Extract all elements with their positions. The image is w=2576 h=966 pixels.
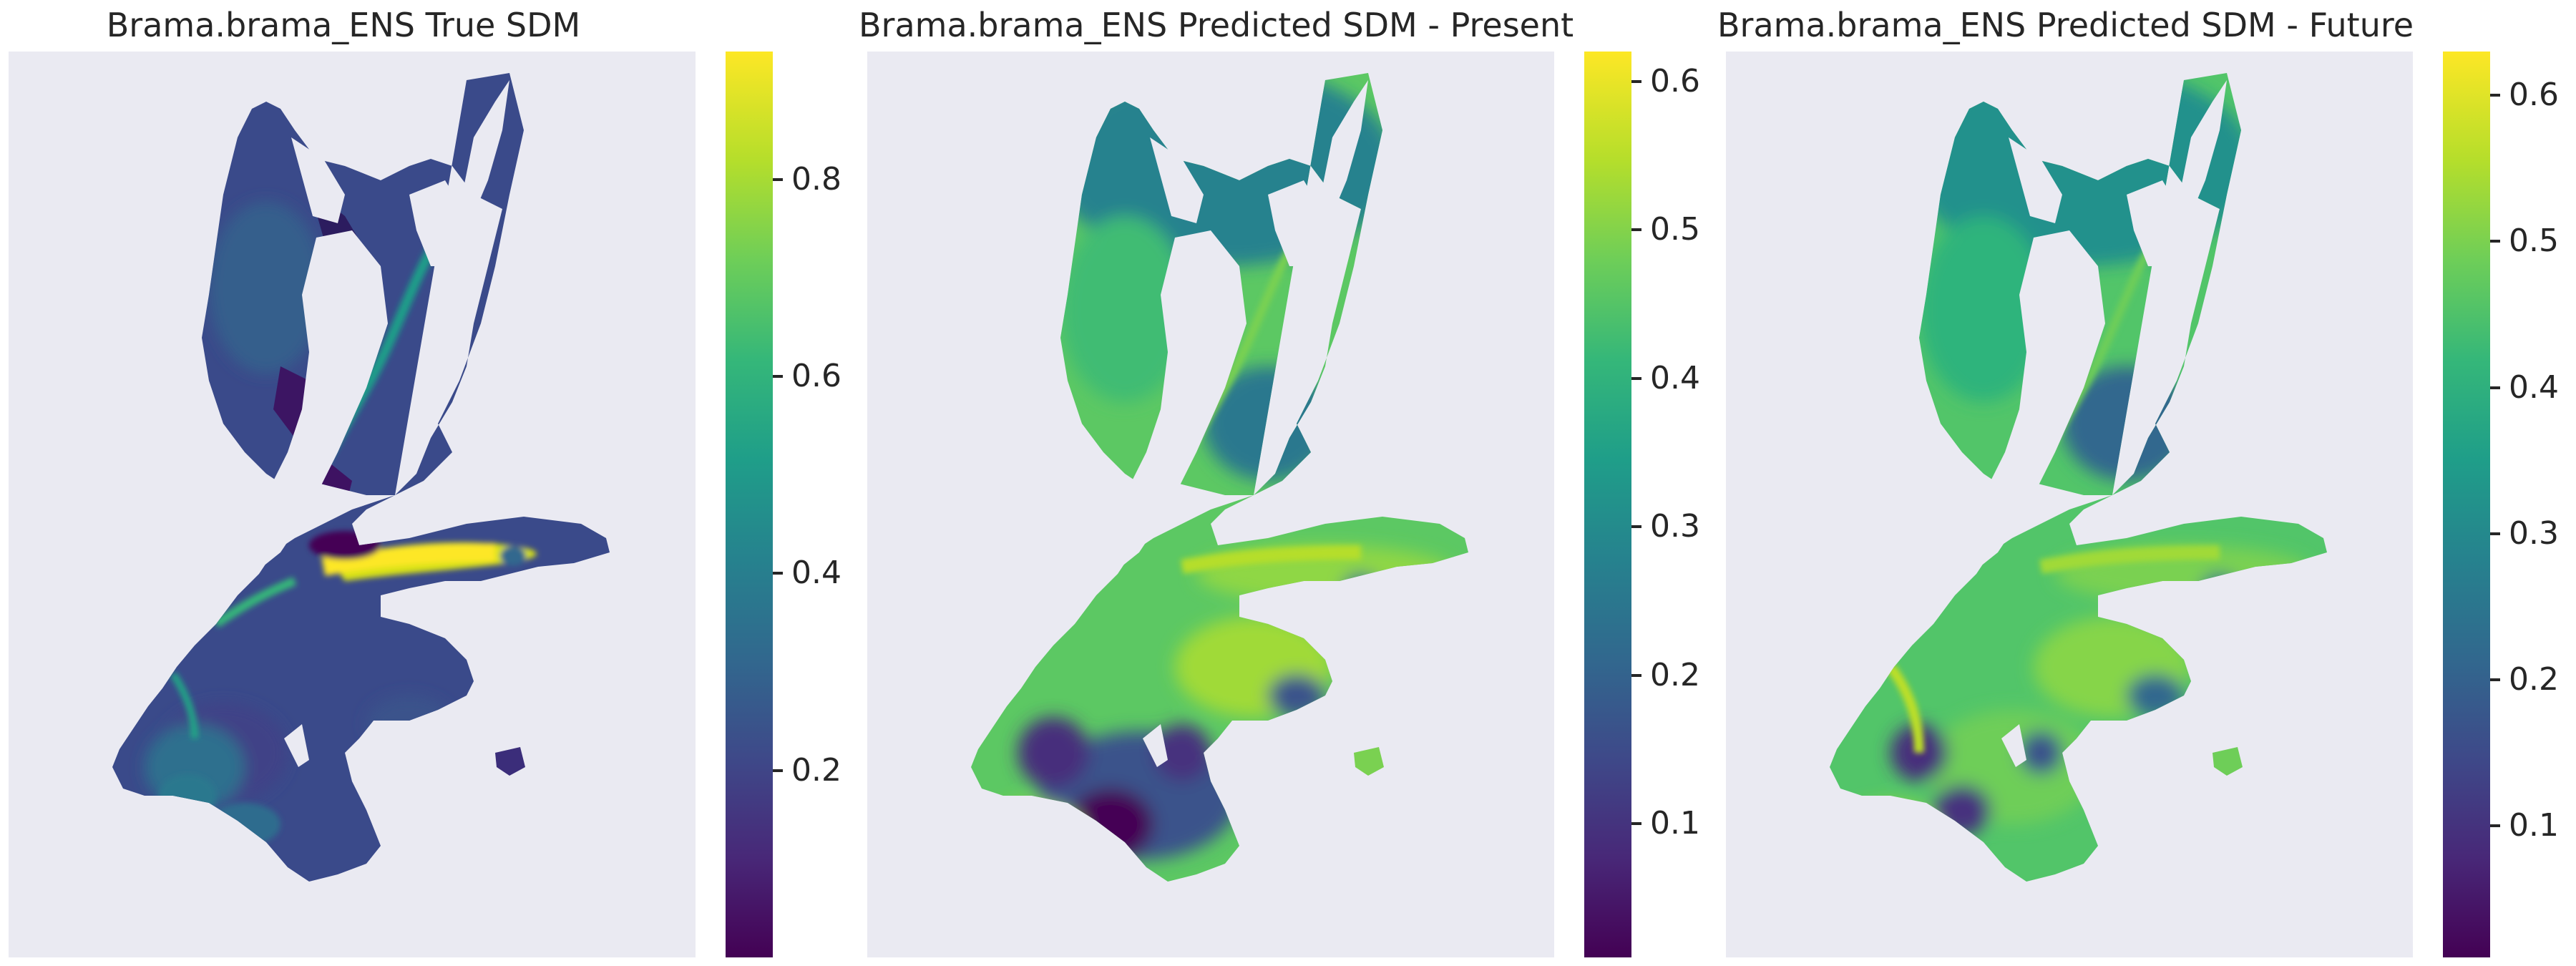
colorbar-tick-mark — [2490, 94, 2500, 97]
colorbar-tick-label: 0.6 — [791, 357, 841, 396]
colorbar-tick-label: 0.4 — [791, 554, 841, 592]
heatmap-plot-area — [9, 52, 696, 957]
colorbar: 0.1 0.2 0.3 0.4 0.5 0.6 — [1584, 52, 1631, 957]
colorbar-tick-label: 0.6 — [2509, 76, 2559, 114]
colorbar-tick-mark — [1631, 80, 1641, 83]
colorbar: 0.2 0.4 0.6 0.8 — [726, 52, 773, 957]
colorbar-tick-label: 0.6 — [1650, 62, 1700, 101]
colorbar-tick-label: 0.2 — [2509, 660, 2559, 699]
colorbar-tick-mark — [1631, 525, 1641, 528]
colorbar-tick-mark — [2490, 386, 2500, 389]
chart-title: Brama.brama_ENS Predicted SDM - Future — [1717, 4, 2404, 46]
colorbar-tick-mark — [773, 178, 783, 181]
heatmap-plot-area — [1726, 52, 2413, 957]
colorbar-tick-label: 0.2 — [791, 751, 841, 790]
colorbar-tick-label: 0.5 — [2509, 222, 2559, 260]
distribution-map — [867, 52, 1554, 957]
chart-title: Brama.brama_ENS True SDM — [0, 4, 687, 46]
colorbar-tick-mark — [1631, 228, 1641, 231]
colorbar-tick-label: 0.1 — [2509, 806, 2559, 845]
panel-true-sdm: Brama.brama_ENS True SDM — [0, 0, 859, 966]
colorbar-tick-mark — [1631, 822, 1641, 825]
colorbar-tick-label: 0.3 — [2509, 514, 2559, 553]
colorbar-tick-label: 0.3 — [1650, 507, 1700, 546]
colorbar-tick-mark — [773, 769, 783, 772]
colorbar-tick-mark — [2490, 678, 2500, 681]
colorbar-tick-label: 0.4 — [1650, 359, 1700, 398]
colorbar-tick-label: 0.2 — [1650, 656, 1700, 695]
colorbar: 0.1 0.2 0.3 0.4 0.5 0.6 — [2443, 52, 2490, 957]
colorbar-tick-mark — [1631, 377, 1641, 380]
distribution-map — [1726, 52, 2413, 957]
colorbar-tick-label: 0.1 — [1650, 804, 1700, 843]
colorbar-gradient — [2443, 52, 2490, 957]
colorbar-tick-label: 0.8 — [791, 160, 841, 199]
colorbar-gradient — [1584, 52, 1631, 957]
colorbar-gradient — [726, 52, 773, 957]
chart-title: Brama.brama_ENS Predicted SDM - Present — [859, 4, 1546, 46]
distribution-map — [9, 52, 696, 957]
colorbar-tick-mark — [2490, 824, 2500, 827]
colorbar-tick-mark — [2490, 532, 2500, 535]
colorbar-tick-mark — [773, 572, 783, 575]
panel-predicted-future: Brama.brama_ENS Predicted SDM - Future — [1717, 0, 2576, 966]
colorbar-tick-label: 0.4 — [2509, 369, 2559, 407]
colorbar-tick-label: 0.5 — [1650, 210, 1700, 249]
panel-predicted-present: Brama.brama_ENS Predicted SDM - Present — [859, 0, 1717, 966]
colorbar-tick-mark — [773, 375, 783, 378]
heatmap-plot-area — [867, 52, 1554, 957]
colorbar-tick-mark — [2490, 240, 2500, 243]
colorbar-tick-mark — [1631, 674, 1641, 677]
